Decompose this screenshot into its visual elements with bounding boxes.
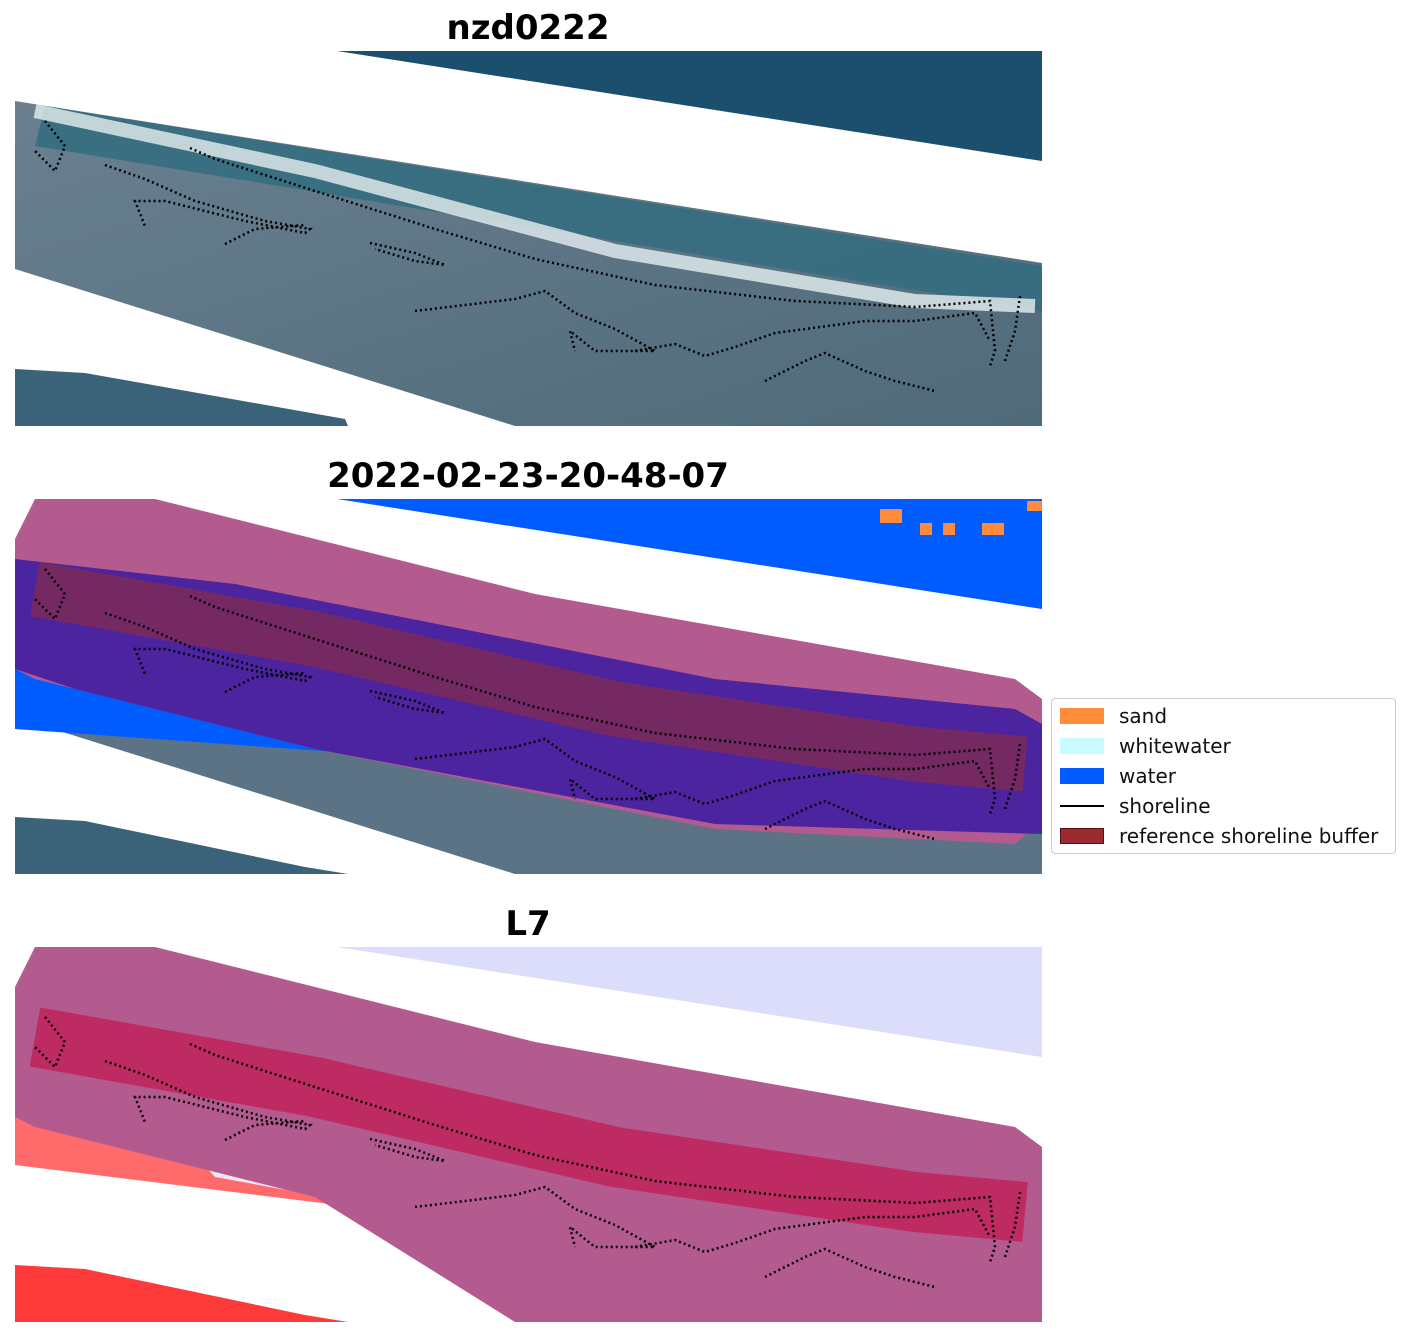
legend-label: water <box>1119 764 1176 788</box>
legend-label: shoreline <box>1119 794 1211 818</box>
sand-swatch <box>1060 708 1104 724</box>
panel-title-rgb: nzd0222 <box>446 8 610 48</box>
sand-pixels <box>1027 501 1042 511</box>
legend-item-shoreline: shoreline <box>1060 791 1211 821</box>
legend: sand whitewater water shoreline referenc… <box>1051 698 1396 854</box>
lower-left-strip <box>15 817 348 874</box>
legend-label: sand <box>1119 704 1168 728</box>
whitewater-swatch <box>1060 738 1104 754</box>
buffer-core <box>30 561 1028 792</box>
shoreline-contours <box>34 1016 1022 1289</box>
sand-pixels <box>880 509 902 523</box>
classified-water-strip <box>337 499 1042 609</box>
legend-item-water: water <box>1060 761 1176 791</box>
shoreline-contours <box>34 120 1022 393</box>
panel-title-classified: 2022-02-23-20-48-07 <box>327 456 729 496</box>
lower-left-strip <box>15 369 348 426</box>
legend-label: whitewater <box>1119 734 1231 758</box>
legend-item-whitewater: whitewater <box>1060 731 1231 761</box>
index-image <box>15 947 1042 1322</box>
deep-water-strip <box>337 51 1042 161</box>
index-water-strip <box>337 947 1042 1057</box>
legend-label: reference shoreline buffer <box>1119 824 1379 848</box>
legend-item-sand: sand <box>1060 701 1167 731</box>
water-swatch <box>1060 768 1104 784</box>
classified-image <box>15 499 1042 874</box>
reference-buffer-swatch <box>1060 828 1104 844</box>
sand-pixels <box>920 523 932 535</box>
sand-pixels <box>943 523 955 535</box>
lower-left-strip <box>15 1265 348 1322</box>
buffer-core <box>29 1007 1028 1242</box>
legend-item-reference-buffer: reference shoreline buffer <box>1060 821 1378 851</box>
sand-pixels <box>982 523 1004 535</box>
shoreline-swatch <box>1060 798 1104 814</box>
nearshore-band <box>35 106 1042 311</box>
rgb-satellite-image <box>15 51 1042 426</box>
shoreline-contours <box>34 568 1022 841</box>
panel-title-index: L7 <box>505 904 551 944</box>
